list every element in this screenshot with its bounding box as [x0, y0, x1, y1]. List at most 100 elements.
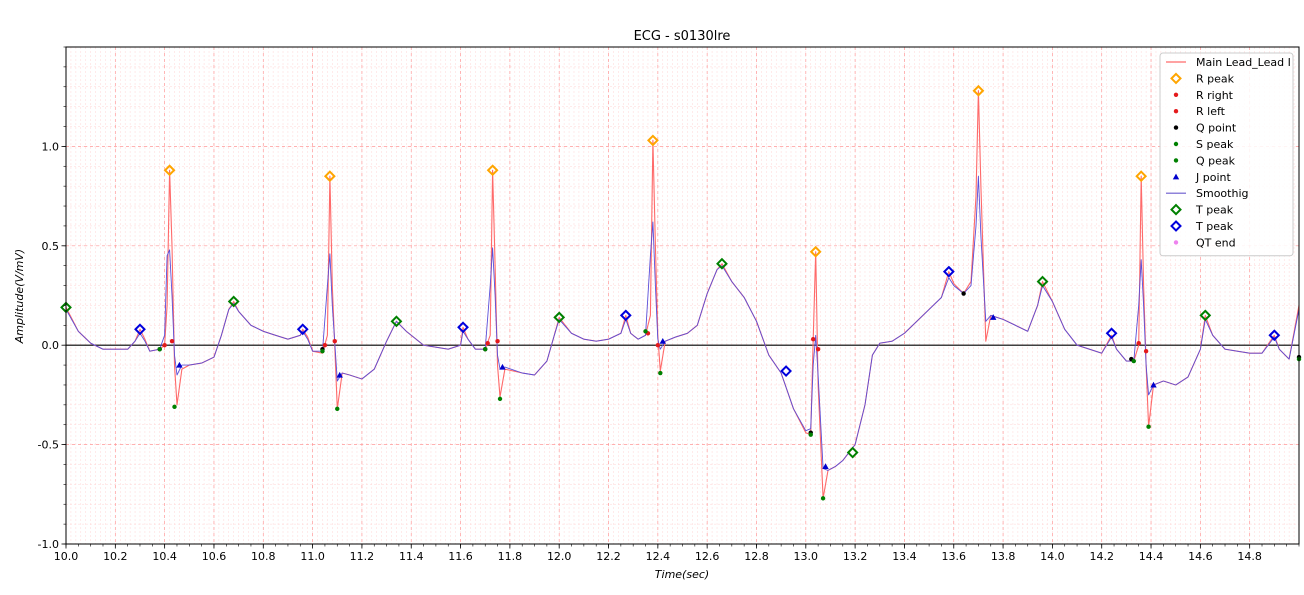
x-tick-label: 10.4 [152, 550, 177, 563]
r-peak-marker [1135, 170, 1148, 183]
legend-label: T peak [1195, 220, 1234, 233]
q-peak-marker [483, 346, 488, 352]
t-peak-marker [1199, 309, 1212, 322]
x-tick-label: 10.0 [54, 550, 79, 563]
x-tick-label: 11.6 [448, 550, 473, 563]
y-tick-label: -0.5 [38, 439, 59, 452]
legend-label: T peak [1195, 204, 1234, 217]
r-left-marker [485, 341, 490, 346]
j-point-marker [176, 361, 183, 368]
j-point-marker [822, 463, 829, 470]
t-peak-marker [296, 323, 309, 336]
t-peak-marker [227, 295, 240, 308]
s-peak-marker [658, 370, 663, 376]
t-peak-marker [1105, 327, 1118, 340]
legend-marker-swatch [1170, 220, 1182, 232]
x-tick-label: 14.0 [1040, 550, 1065, 563]
y-axis-label: Amplitude(V/mV) [13, 249, 26, 344]
s-peak-marker [820, 496, 826, 501]
x-tick-label: 12.4 [646, 550, 671, 563]
x-tick-label: 13.0 [794, 550, 819, 563]
j-point-marker [336, 371, 343, 378]
plot-area: 10.0 10.2 10.4 10.6 10.8 11.0 11.2 11.4 11.6 11.8… [38, 46, 1302, 563]
chart-title: ECG - s0130lre [634, 29, 731, 44]
t-peak-marker [457, 321, 469, 334]
x-tick-label: 10.8 [251, 550, 276, 563]
legend-marker-swatch [1173, 141, 1179, 147]
legend-item: J point [1172, 171, 1231, 184]
r-peak-marker [323, 170, 336, 183]
legend-item: R right [1173, 89, 1234, 102]
x-tick-label: 10.2 [103, 550, 128, 563]
t-peak-marker [1036, 275, 1049, 288]
legend-marker-swatch [1173, 158, 1179, 163]
r-peak-marker [486, 164, 499, 177]
legend-item: QT end [1173, 236, 1236, 249]
q-peak-marker [157, 346, 162, 352]
x-tick-label: 13.4 [892, 550, 917, 563]
markers-t-peak-7 [60, 257, 1212, 459]
y-tick-label: -1.0 [38, 538, 59, 551]
r-peak-marker [646, 134, 659, 147]
t-peak-marker [846, 446, 859, 459]
x-tick-label: 13.8 [991, 550, 1016, 563]
x-tick-label: 12.6 [695, 550, 720, 563]
s-peak-marker [1146, 424, 1151, 429]
markers-t-peak-8 [134, 265, 1281, 377]
legend-marker-swatch [1170, 72, 1182, 85]
x-tick-label: 14.2 [1089, 550, 1114, 563]
r-right-marker [169, 339, 175, 344]
legend-label: R peak [1196, 72, 1235, 85]
markers-q-peak-5 [157, 329, 1302, 437]
legend-item: R left [1173, 105, 1226, 118]
markers-r-right-1 [169, 339, 1149, 354]
legend-label: Smoothig [1196, 187, 1248, 200]
series-line-smoothing [65, 175, 1300, 471]
t-peak-marker [780, 365, 792, 377]
x-tick-label: 10.6 [202, 550, 227, 563]
r-right-marker [332, 339, 337, 344]
t-peak-marker [134, 323, 146, 336]
markers-q-point-3 [157, 291, 1302, 435]
x-tick-label: 11.2 [350, 550, 375, 563]
legend-label: R left [1196, 105, 1226, 118]
legend-marker-swatch [1173, 125, 1179, 130]
x-tick-label: 13.2 [843, 550, 868, 563]
t-peak-marker [942, 265, 955, 278]
legend: Main Lead_Lead I R peak R right R left Q poi… [1159, 52, 1294, 257]
x-tick-label: 11.0 [300, 550, 325, 563]
legend-label: S peak [1196, 138, 1234, 151]
y-tick-label: 1.0 [42, 140, 60, 153]
legend-item: T peak [1170, 220, 1234, 233]
legend-marker-swatch [1173, 92, 1179, 98]
x-tick-label: 12.2 [596, 550, 621, 563]
legend-label: Q peak [1196, 154, 1236, 167]
x-tick-label: 12.0 [547, 550, 572, 563]
q-peak-marker [808, 432, 813, 437]
j-point-marker [659, 338, 666, 344]
s-peak-marker [172, 404, 177, 410]
legend-label: J point [1195, 171, 1231, 184]
r-right-marker [815, 346, 821, 352]
q-peak-marker [1131, 358, 1136, 364]
r-left-marker [162, 343, 167, 348]
x-tick-label: 14.8 [1237, 550, 1262, 563]
legend-marker-swatch [1173, 240, 1179, 245]
legend-item: S peak [1173, 138, 1234, 151]
r-right-marker [1143, 348, 1149, 354]
s-peak-marker [497, 396, 503, 402]
r-left-marker [810, 337, 816, 342]
r-left-marker [322, 343, 328, 348]
legend-item: Smoothig [1166, 187, 1248, 200]
y-tick-label: 0.5 [42, 240, 60, 253]
t-peak-marker [619, 309, 632, 322]
j-point-marker [990, 314, 997, 320]
r-left-marker [1136, 341, 1141, 346]
legend-item: R peak [1170, 72, 1235, 85]
minor-grid [65, 46, 1300, 545]
legend-item: T peak [1170, 203, 1234, 217]
legend-marker-swatch [1170, 203, 1182, 216]
markers-r-peak-0 [163, 84, 1148, 258]
r-peak-marker [809, 245, 822, 258]
